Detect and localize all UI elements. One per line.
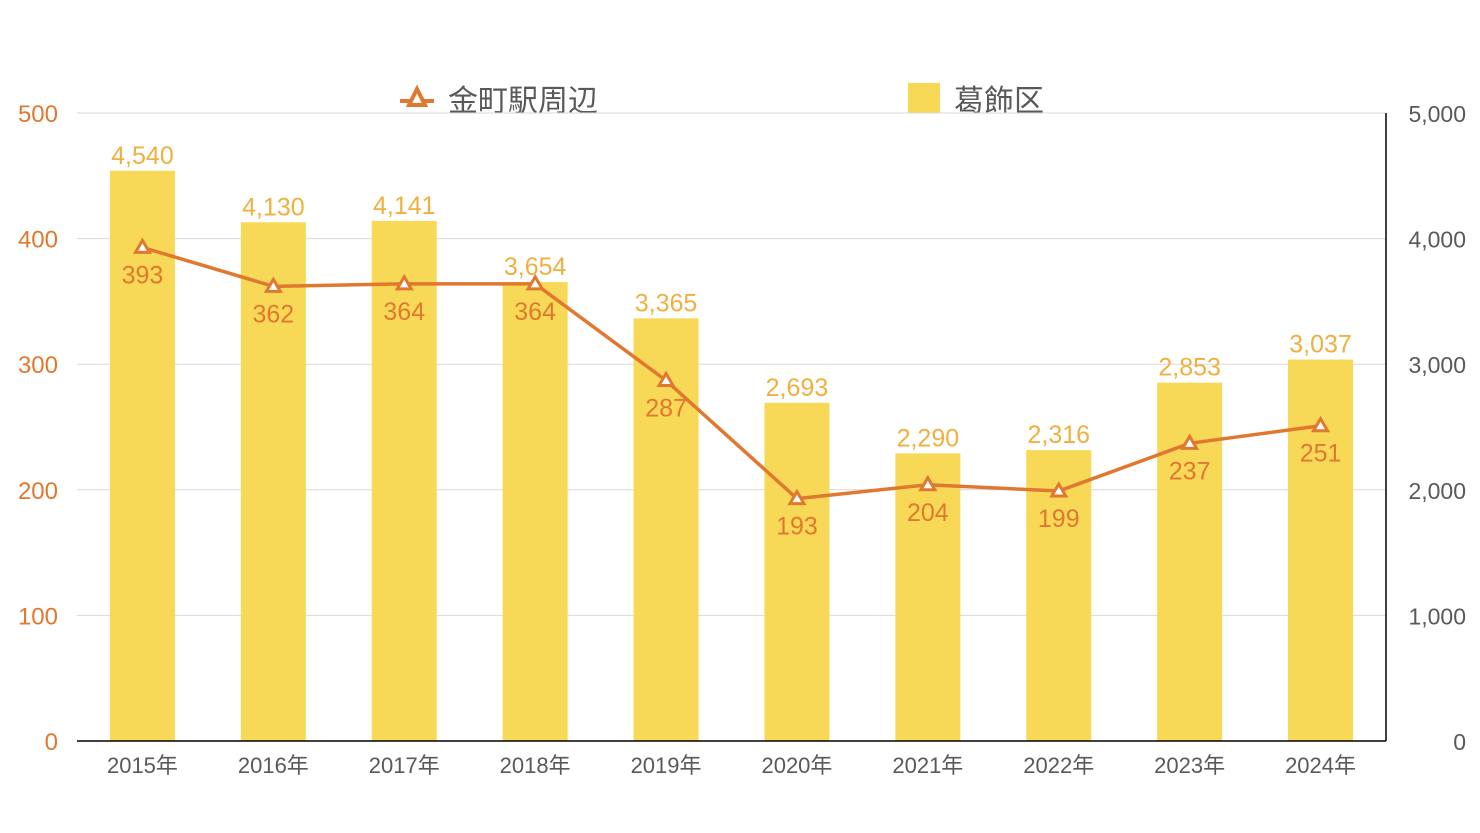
- triangle-marker-icon: [263, 276, 283, 293]
- x-axis-tick: 2020年: [761, 753, 832, 778]
- right-axis-tick: 3,000: [1408, 352, 1466, 378]
- triangle-marker-icon: [400, 84, 434, 107]
- line-value-label: 393: [122, 261, 164, 289]
- bar: [895, 453, 961, 741]
- bar: [502, 282, 568, 741]
- right-axis-tick: 5,000: [1408, 101, 1466, 127]
- line-value-label: 199: [1038, 505, 1080, 533]
- bar-value-label: 2,290: [897, 424, 960, 452]
- line-value-label: 362: [252, 300, 294, 328]
- line-value-label: 251: [1300, 440, 1342, 468]
- line-value-label: 193: [776, 513, 818, 541]
- left-axis-tick: 400: [18, 227, 58, 254]
- data-labels: 4,540 4,130 4,141 3,654 3,365 2,693 2,290 2,316…: [111, 142, 1352, 541]
- line-value-label: 204: [907, 499, 949, 527]
- bar-value-label: 2,853: [1158, 354, 1221, 382]
- x-axis-tick: 2021年: [892, 753, 963, 778]
- triangle-marker-icon: [525, 273, 545, 291]
- bar-value-label: 4,540: [111, 142, 174, 170]
- triangle-marker-icon: [394, 273, 414, 291]
- bar-value-label: 3,654: [504, 253, 567, 281]
- x-axis-tick: 2022年: [1023, 753, 1094, 778]
- left-axis-tick: 200: [18, 478, 58, 505]
- triangle-marker-icon: [787, 488, 807, 506]
- triangle-marker-icon: [656, 370, 676, 388]
- bar-value-label: 4,130: [242, 193, 305, 221]
- line-value-label: 364: [383, 298, 425, 326]
- triangle-marker-icon: [1310, 415, 1331, 433]
- right-axis-tick: 1,000: [1408, 603, 1466, 629]
- bar-value-label: 2,693: [766, 374, 829, 402]
- bar: [764, 402, 830, 741]
- triangle-marker-icon: [1180, 433, 1200, 450]
- triangle-marker-icon: [918, 474, 938, 492]
- bar: [240, 222, 306, 742]
- left-axis-tick: 300: [18, 352, 58, 379]
- triangle-marker-icon: [1049, 481, 1069, 498]
- line-path: [141, 245, 1321, 501]
- bar-series: [109, 170, 1354, 742]
- x-axis-tick: 2018年: [500, 753, 571, 778]
- x-axis-tick: 2015年: [107, 753, 178, 778]
- bar: [633, 318, 699, 741]
- left-axis-tick: 500: [18, 101, 58, 128]
- bar-value-label: 3,037: [1289, 331, 1352, 359]
- line-value-label: 237: [1169, 457, 1211, 485]
- x-axis-tick: 2016年: [238, 753, 309, 778]
- x-axis-tick: 2017年: [369, 753, 440, 778]
- line-value-label: 364: [514, 298, 556, 326]
- right-axis-tick: 0: [1453, 729, 1466, 755]
- axes: 0 100 200 300 400 500 0 1,000 2,000 3,000 4,000 5,0…: [18, 101, 1466, 778]
- bar-swatch-icon: [908, 83, 940, 113]
- right-axis-tick: 4,000: [1408, 227, 1466, 253]
- triangle-marker-icon: [132, 237, 153, 254]
- bar: [1026, 450, 1092, 741]
- bar: [371, 220, 437, 742]
- bar-value-label: 2,316: [1027, 421, 1090, 449]
- line-series: [132, 237, 1331, 506]
- x-axis-tick: 2024年: [1285, 753, 1356, 778]
- bar-value-label: 4,141: [373, 192, 436, 220]
- x-axis-tick: 2023年: [1154, 753, 1225, 778]
- x-axis-tick: 2019年: [631, 753, 702, 778]
- left-axis-tick: 0: [45, 729, 58, 756]
- bar-value-label: 3,365: [635, 289, 698, 317]
- right-axis-tick: 2,000: [1408, 478, 1466, 504]
- line-value-label: 287: [645, 395, 687, 423]
- left-axis-tick: 100: [18, 603, 58, 630]
- bar: [109, 170, 175, 741]
